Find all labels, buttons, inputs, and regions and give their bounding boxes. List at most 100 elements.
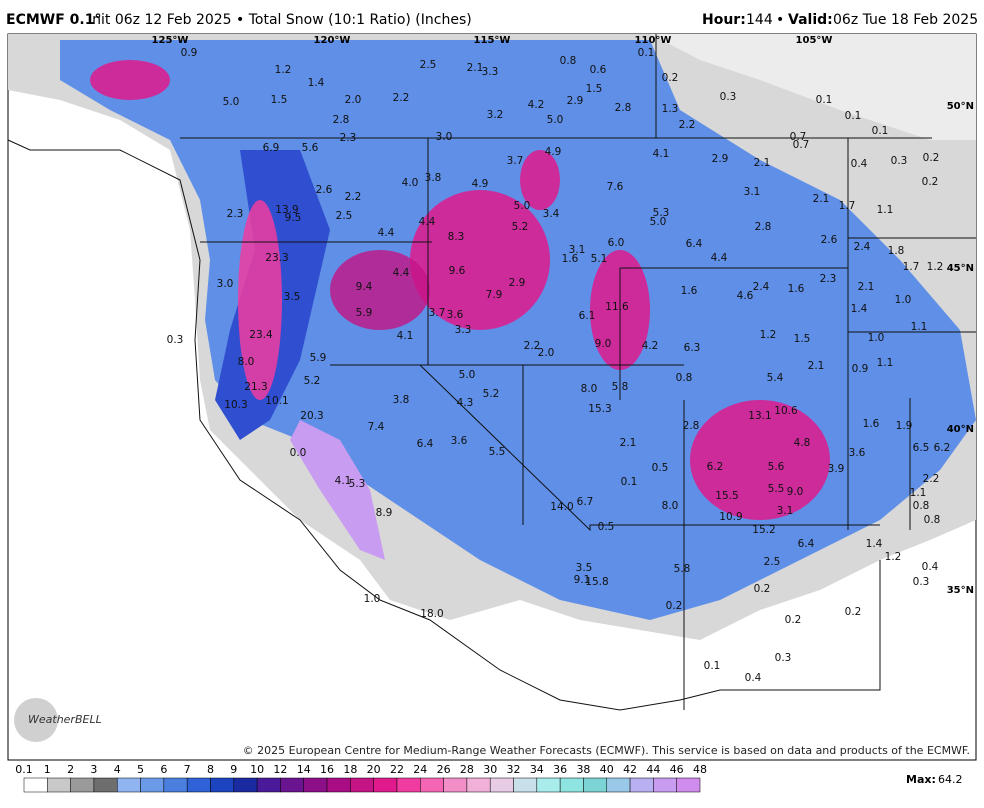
snow-value: 5.3 (349, 478, 366, 490)
snow-value: 4.4 (711, 252, 728, 264)
snow-value: 2.2 (393, 92, 410, 104)
snow-value: 3.5 (284, 291, 301, 303)
snow-value: 0.1 (704, 660, 721, 672)
snow-value: 8.9 (376, 507, 393, 519)
snow-value: 9.0 (595, 338, 612, 350)
snow-value: 1.7 (903, 261, 920, 273)
valid: 06z Tue 18 Feb 2025 (833, 12, 978, 28)
legend-tick-label: 0.1 (15, 763, 33, 776)
snow-value: 15.2 (752, 524, 775, 536)
snow-value: 7.9 (486, 289, 503, 301)
snow-value: 0.1 (845, 110, 862, 122)
snow-value: 1.2 (760, 329, 777, 341)
map: 125°W 120°W 115°W 110°W 105°W 50°N 45°N … (7, 33, 977, 761)
legend-tick-label: 7 (184, 763, 191, 776)
snow-value: 0.7 (790, 131, 807, 143)
snow-value: 2.1 (813, 193, 830, 205)
legend-swatch (559, 777, 584, 793)
snow-value: 23.4 (249, 329, 273, 341)
snow-pink (520, 150, 560, 210)
snow-value: 5.1 (591, 253, 608, 265)
snow-value: 6.1 (579, 310, 596, 322)
snow-value: 4.9 (545, 146, 562, 158)
snow-value: 0.2 (666, 600, 683, 612)
legend-swatch (443, 777, 468, 793)
snow-value: 2.8 (615, 102, 632, 114)
lon-label: 125°W (152, 35, 189, 46)
snow-value: 0.9 (181, 47, 198, 59)
legend-swatch (93, 777, 118, 793)
legend-swatch (676, 777, 701, 793)
snow-value: 3.3 (455, 324, 472, 336)
snow-value: 5.3 (653, 207, 670, 219)
snow-value: 5.0 (223, 96, 240, 108)
legend-tick-label: 14 (297, 763, 311, 776)
snow-value: 0.3 (891, 155, 908, 167)
snow-value: 9.5 (285, 212, 302, 224)
snow-value: 1.2 (885, 551, 902, 563)
snow-value: 1.7 (839, 200, 856, 212)
snow-value: 15.5 (715, 490, 738, 502)
snow-value: 5.6 (302, 142, 319, 154)
snow-value: 3.5 (576, 562, 593, 574)
snow-value: 11.6 (605, 301, 629, 313)
separator: • (776, 12, 784, 28)
snow-value: 0.0 (290, 447, 307, 459)
legend-tick-label: 30 (483, 763, 497, 776)
legend-swatch (583, 777, 608, 793)
legend-swatch (326, 777, 351, 793)
snow-value: 1.2 (275, 64, 292, 76)
snow-value: 6.9 (263, 142, 280, 154)
snow-value: 0.1 (872, 125, 889, 137)
snow-value: 1.6 (562, 253, 579, 265)
legend-tick-label: 18 (343, 763, 357, 776)
snow-value: 1.0 (868, 332, 885, 344)
snow-value: 1.8 (888, 245, 905, 257)
snow-pink (330, 250, 430, 330)
snow-value: 2.2 (679, 119, 696, 131)
legend-swatch (70, 777, 95, 793)
snow-value: 5.6 (768, 461, 785, 473)
snow-value: 10.9 (719, 511, 742, 523)
snow-value: 1.1 (877, 357, 894, 369)
snow-value: 15.8 (585, 576, 608, 588)
snow-value: 2.1 (754, 157, 771, 169)
snow-value: 2.5 (420, 59, 437, 71)
snow-value: 4.4 (393, 267, 410, 279)
max-label: Max: (906, 773, 936, 786)
legend-tick-label: 2 (67, 763, 74, 776)
legend-tick-label: 46 (670, 763, 684, 776)
snow-value: 1.0 (364, 593, 381, 605)
snow-value: 5.0 (459, 369, 476, 381)
snow-value: 2.5 (336, 210, 353, 222)
snow-value: 2.3 (820, 273, 837, 285)
snow-value: 0.2 (845, 606, 862, 618)
snow-value: 1.5 (794, 333, 811, 345)
legend-swatch (629, 777, 654, 793)
snow-value: 2.1 (858, 281, 875, 293)
snow-value: 2.9 (567, 95, 584, 107)
snow-value: 5.8 (674, 563, 691, 575)
legend-swatch (116, 777, 141, 793)
legend-swatch (373, 777, 398, 793)
snow-value: 0.3 (167, 334, 184, 346)
snow-value: 6.3 (684, 342, 701, 354)
legend-tick-label: 1 (44, 763, 51, 776)
snow-value: 3.0 (436, 131, 453, 143)
snow-value: 0.5 (652, 462, 669, 474)
legend-swatch (163, 777, 188, 793)
snow-value: 5.0 (547, 114, 564, 126)
snow-value: 13.1 (748, 410, 771, 422)
snow-value: 3.7 (429, 307, 446, 319)
snow-value: 2.9 (509, 277, 526, 289)
snow-value: 2.3 (227, 208, 244, 220)
snow-value: 1.1 (877, 204, 894, 216)
snow-value: 4.1 (653, 148, 670, 160)
snow-value: 3.1 (777, 505, 794, 517)
snow-value: 3.8 (425, 172, 442, 184)
snow-value: 1.6 (681, 285, 698, 297)
snow-value: 6.2 (707, 461, 724, 473)
snow-value: 0.5 (598, 521, 615, 533)
snow-value: 8.3 (448, 231, 465, 243)
legend-swatch (23, 777, 48, 793)
